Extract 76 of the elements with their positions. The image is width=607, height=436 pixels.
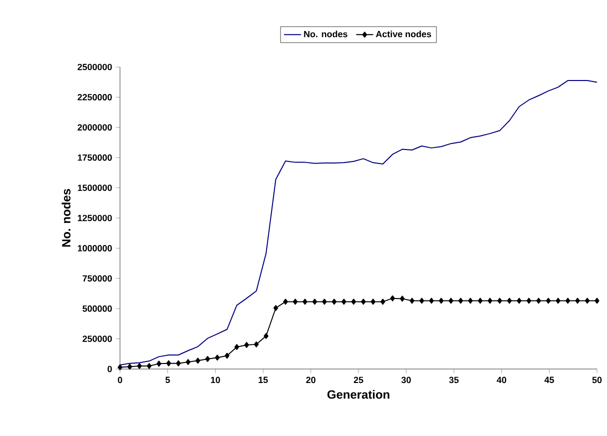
point [488,298,492,304]
point [146,362,152,369]
point [273,305,278,311]
point [400,296,405,302]
x-tick-label: 45 [544,376,554,384]
point [370,298,376,305]
x-tick-label: 20 [306,376,316,384]
point [361,298,366,305]
y-tick-label: 1000000 [78,245,112,252]
y-tick-label: 250000 [82,336,112,342]
y-axis-title: No. nodes [62,189,70,247]
point [419,298,424,304]
point [224,352,230,359]
point [507,298,512,304]
point [584,298,590,304]
point [244,342,249,348]
point [478,298,483,304]
point [312,298,318,305]
point [342,298,346,305]
legend-label: No. nodes [304,30,348,38]
y-tick-label: 1500000 [78,184,112,191]
point [438,298,444,304]
point [594,298,600,304]
x-tick-label: 15 [258,376,268,384]
point [302,298,308,305]
x-tick-label: 35 [449,376,459,384]
point [380,298,386,305]
point [127,364,132,370]
point [186,359,190,365]
point [497,298,502,304]
point [118,364,122,370]
x-axis-title: Generation [327,390,390,399]
point [458,298,464,304]
point [283,298,288,305]
point [292,298,298,305]
x-tick-label: 0 [118,376,122,384]
y-tick-label: 2000000 [78,124,112,131]
y-tick-label: 2500000 [78,64,112,70]
point [468,298,473,304]
point [575,298,580,304]
point [526,298,532,304]
y-tick-label: 1750000 [78,154,112,161]
y-tick-label: 750000 [82,275,112,282]
point [254,341,259,348]
point [429,298,434,304]
point [166,360,172,366]
point [156,360,162,367]
point [546,298,551,304]
y-tick-label: 2250000 [78,94,112,100]
x-tick-label: 10 [210,376,220,384]
point [390,295,395,302]
x-tick-label: 30 [401,376,411,384]
point [322,298,327,305]
x-tick-label: 5 [165,376,170,384]
y-tick-label: 500000 [82,305,112,312]
x-tick-label: 50 [592,376,602,384]
point [351,298,356,305]
point [516,298,522,304]
point [176,360,181,366]
y-tick-label: 0 [108,366,112,372]
point [137,362,142,369]
point [234,344,240,350]
point [448,298,454,304]
point [556,298,560,304]
point [264,333,268,340]
point [214,354,220,361]
y-tick-label: 1250000 [78,214,112,222]
x-tick-label: 25 [354,376,364,384]
point [536,298,541,304]
point [195,358,200,364]
legend-label: Active nodes [376,30,432,38]
point [410,298,414,304]
point [332,298,337,305]
x-tick-label: 40 [496,376,506,384]
point [565,298,570,304]
point [205,356,210,362]
